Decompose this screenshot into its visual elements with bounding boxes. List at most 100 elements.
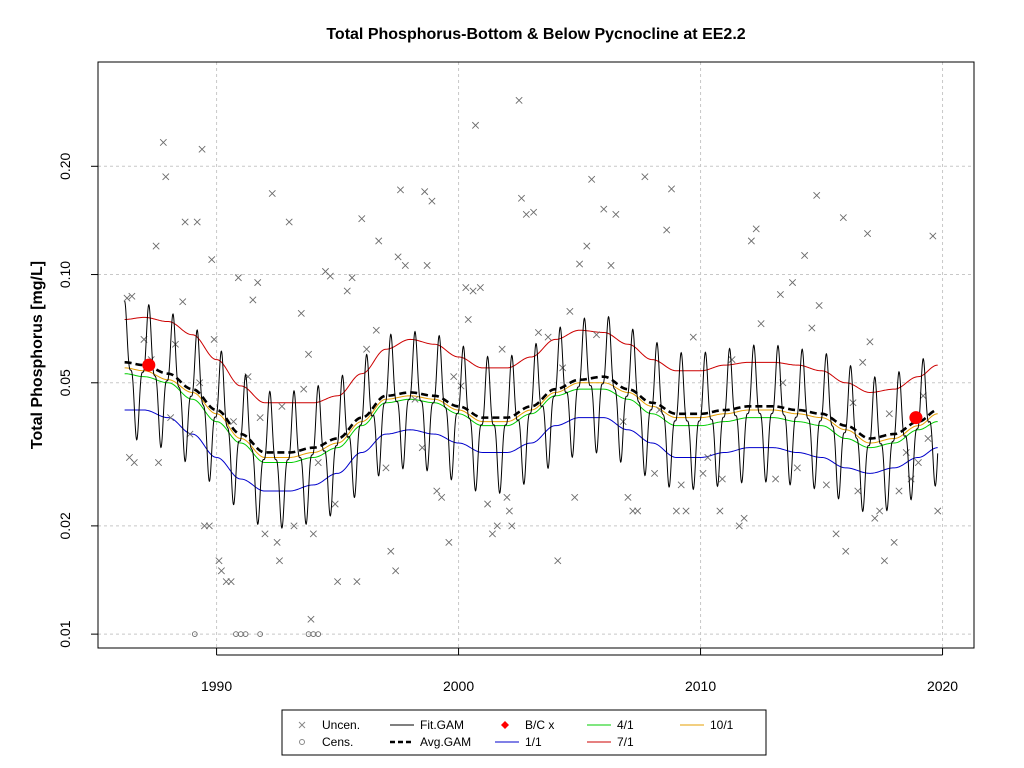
legend-item: Uncen. xyxy=(298,718,360,732)
uncensored-point xyxy=(309,530,317,538)
legend-label: Fit.GAM xyxy=(420,718,464,732)
uncensored-point xyxy=(924,434,932,443)
legend-box xyxy=(281,709,767,756)
censored-point xyxy=(315,631,322,637)
uncensored-point xyxy=(704,453,712,461)
uncensored-point xyxy=(227,578,235,586)
y-axis-label: Total Phosphorus [mg/L] xyxy=(29,261,46,449)
uncensored-point xyxy=(607,261,615,269)
uncensored-point xyxy=(421,188,429,196)
uncensored-point xyxy=(210,335,218,343)
bc-point xyxy=(909,411,923,425)
uncensored-point xyxy=(428,197,436,205)
uncensored-point xyxy=(592,331,601,339)
data-points xyxy=(123,96,942,637)
uncensored-point xyxy=(757,320,765,328)
bc-point xyxy=(142,358,156,372)
uncensored-point xyxy=(576,260,584,268)
uncensored-point xyxy=(278,402,286,410)
legend-item: Cens. xyxy=(299,735,353,749)
uncensored-point xyxy=(290,522,298,530)
uncensored-point xyxy=(689,333,697,341)
uncensored-point xyxy=(181,218,189,226)
y-tick-label: 0.10 xyxy=(57,261,73,288)
uncensored-point xyxy=(747,237,755,245)
uncensored-point xyxy=(305,350,313,358)
uncensored-point xyxy=(167,414,175,422)
uncensored-point xyxy=(418,444,426,452)
uncensored-point xyxy=(396,186,405,194)
series-line-avggam xyxy=(124,361,938,454)
plot-frame xyxy=(97,61,975,649)
uncensored-point xyxy=(832,530,840,538)
uncensored-point xyxy=(588,175,596,183)
uncensored-point xyxy=(334,578,342,586)
uncensored-point xyxy=(822,481,830,489)
chart-title: Total Phosphorus-Bottom & Below Pycnocli… xyxy=(326,26,745,43)
uncensored-point xyxy=(517,194,525,202)
uncensored-point xyxy=(375,237,383,245)
bc-markers xyxy=(142,358,923,425)
uncensored-point xyxy=(808,324,816,332)
uncensored-point xyxy=(534,328,542,337)
uncensored-point xyxy=(505,507,513,515)
uncensored-point xyxy=(663,226,671,234)
uncensored-point xyxy=(205,522,213,530)
uncensored-point xyxy=(152,242,160,250)
legend-label: Uncen. xyxy=(322,718,360,732)
uncensored-point xyxy=(123,294,131,302)
uncensored-point xyxy=(438,493,446,501)
legend-label: 7/1 xyxy=(617,735,634,749)
uncensored-point xyxy=(895,487,903,495)
uncensored-point xyxy=(343,287,351,295)
uncensored-point xyxy=(273,538,281,546)
uncensored-point xyxy=(634,507,642,515)
uncensored-point xyxy=(159,138,167,146)
uncensored-point xyxy=(392,567,400,575)
uncensored-point xyxy=(326,272,334,280)
uncensored-point xyxy=(162,173,170,181)
legend-item: 4/1 xyxy=(587,718,634,732)
uncensored-point xyxy=(866,338,874,346)
legend-label: Cens. xyxy=(322,735,353,749)
uncensored-point xyxy=(275,557,284,565)
uncensored-point xyxy=(307,615,315,623)
uncensored-point xyxy=(503,493,511,501)
uncensored-point xyxy=(128,292,136,300)
uncensored-point xyxy=(508,522,516,530)
uncensored-point xyxy=(254,279,262,287)
uncensored-point xyxy=(740,514,748,522)
legend-label: 4/1 xyxy=(617,718,634,732)
uncensored-point xyxy=(433,487,441,495)
series-line-fitgam xyxy=(124,300,939,529)
uncensored-point xyxy=(394,253,402,261)
uncensored-point xyxy=(718,475,726,483)
uncensored-point xyxy=(387,547,395,555)
uncensored-point xyxy=(914,459,922,467)
uncensored-point xyxy=(198,145,206,153)
uncensored-point xyxy=(488,530,496,538)
uncensored-point xyxy=(154,459,163,467)
uncensored-point xyxy=(651,469,659,477)
censored-point xyxy=(242,631,249,637)
uncensored-point xyxy=(471,121,480,129)
uncensored-point xyxy=(815,302,823,310)
uncensored-point xyxy=(885,410,893,418)
uncensored-point xyxy=(193,218,201,226)
uncensored-point xyxy=(641,173,649,181)
uncensored-point xyxy=(902,448,910,456)
uncensored-point xyxy=(682,507,690,515)
uncensored-point xyxy=(672,507,680,515)
censored-point xyxy=(257,631,263,637)
uncensored-point xyxy=(445,538,453,546)
uncensored-point xyxy=(934,507,942,515)
uncensored-point xyxy=(130,459,138,467)
uncensored-point xyxy=(382,464,390,472)
legend-diamond-marker xyxy=(501,721,509,729)
legend-item: 7/1 xyxy=(587,735,634,749)
legend-item: 1/1 xyxy=(495,735,542,749)
x-tick-label: 1990 xyxy=(201,678,232,694)
uncensored-point xyxy=(493,522,501,530)
uncensored-point xyxy=(358,215,366,223)
